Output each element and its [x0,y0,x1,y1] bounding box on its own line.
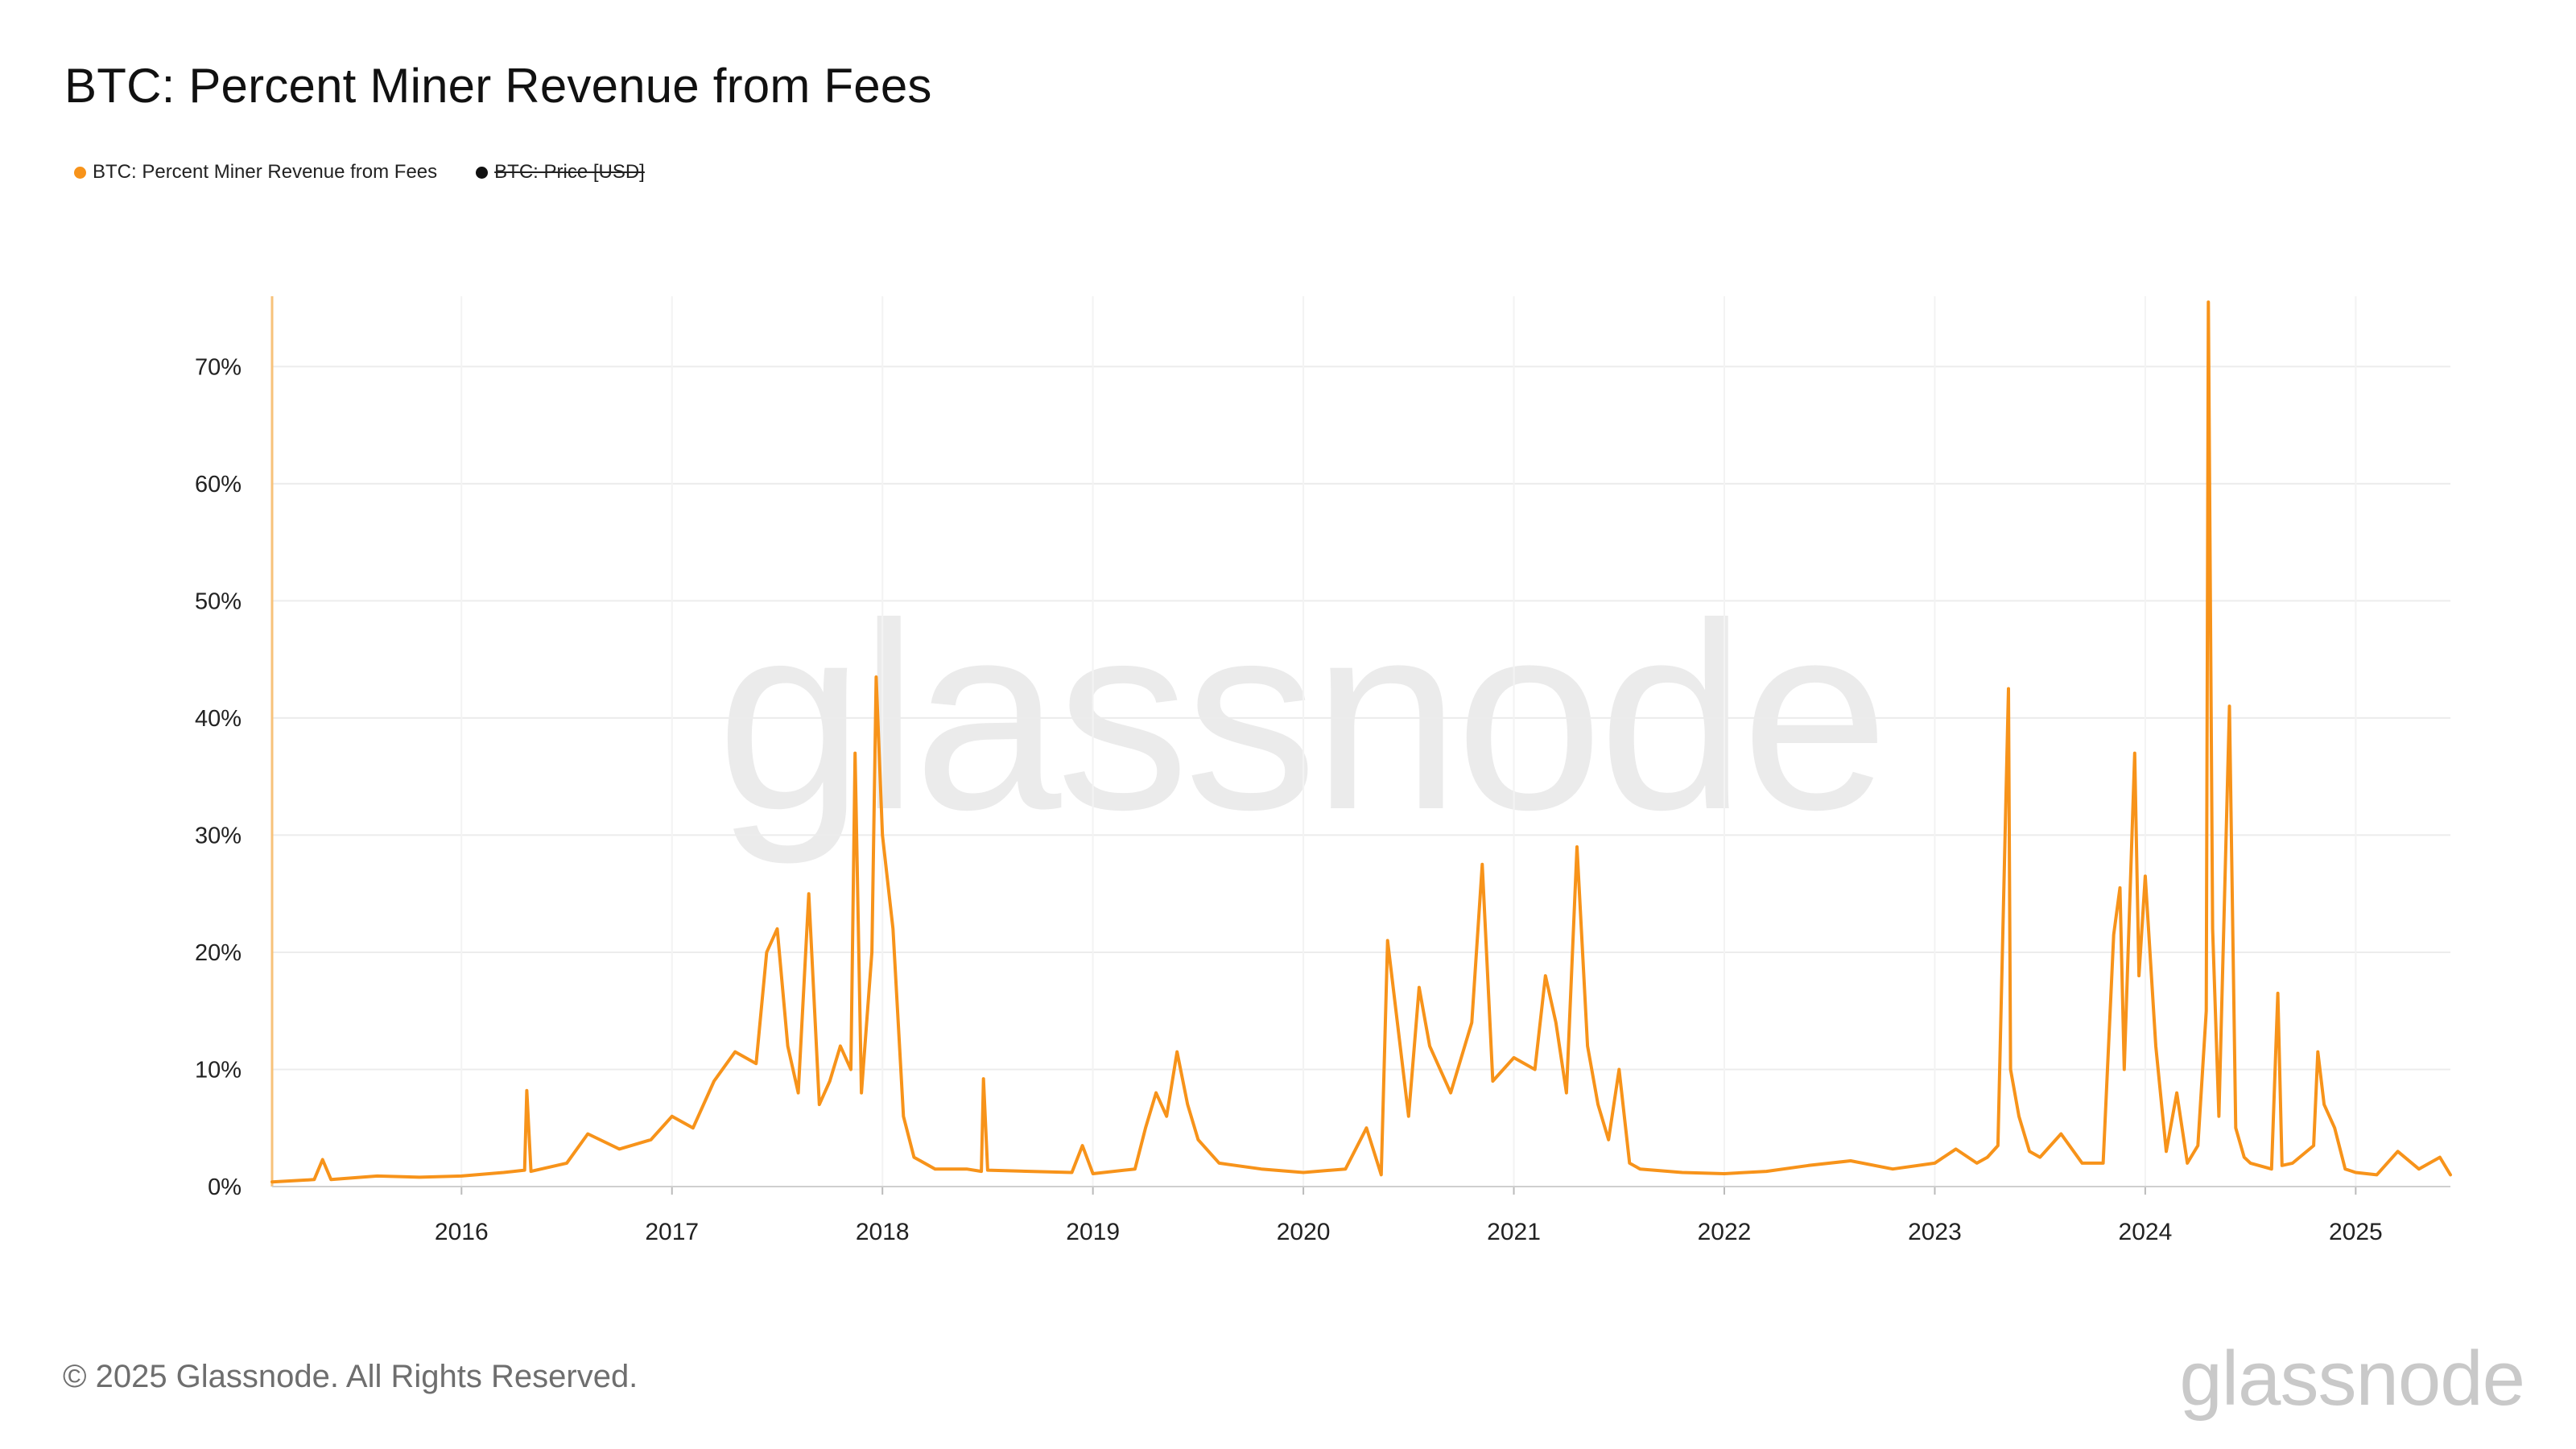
legend-dot-black [476,166,489,179]
legend: BTC: Percent Miner Revenue from Fees BTC… [74,161,645,184]
y-tick-label: 0% [208,1174,242,1200]
legend-item-fees[interactable]: BTC: Percent Miner Revenue from Fees [74,161,437,184]
x-tick-label: 2021 [1487,1219,1541,1245]
y-axis-labels: 0% 10% 20% 30% 40% 50% 60% 70% [195,354,242,1200]
y-tick-label: 50% [195,588,242,614]
legend-label-fees: BTC: Percent Miner Revenue from Fees [93,161,438,183]
glassnode-logo: glassnode [2179,1335,2525,1422]
x-tick-label: 2016 [435,1219,489,1245]
legend-item-price[interactable]: BTC: Price [USD] [476,161,645,184]
x-tick-label: 2019 [1066,1219,1120,1245]
y-tick-label: 70% [195,354,242,380]
y-tick-label: 40% [195,706,242,732]
x-tick-label: 2017 [645,1219,699,1245]
x-axis-labels: 2016 2017 2018 2019 2020 2021 2022 2023 2024 2025 [435,1219,2383,1245]
chart-title: BTC: Percent Miner Revenue from Fees [64,59,932,113]
x-tick-label: 2025 [2329,1219,2383,1245]
legend-label-price: BTC: Price [USD] [494,161,645,183]
legend-dot-orange [74,166,86,179]
x-tick-label: 2020 [1277,1219,1331,1245]
series-layer [270,300,2452,1184]
copyright-text: © 2025 Glassnode. All Rights Reserved. [63,1359,638,1394]
y-tick-label: 30% [195,823,242,848]
axes [270,296,2450,1195]
series-line-fees [270,300,2452,1184]
x-tick-label: 2023 [1908,1219,1962,1245]
x-tick-label: 2018 [856,1219,910,1245]
y-tick-label: 20% [195,940,242,966]
grid-lines [272,296,2450,1187]
x-tick-label: 2022 [1698,1219,1752,1245]
y-tick-label: 60% [195,472,242,497]
y-tick-label: 10% [195,1057,242,1083]
x-tick-label: 2024 [2119,1219,2173,1245]
